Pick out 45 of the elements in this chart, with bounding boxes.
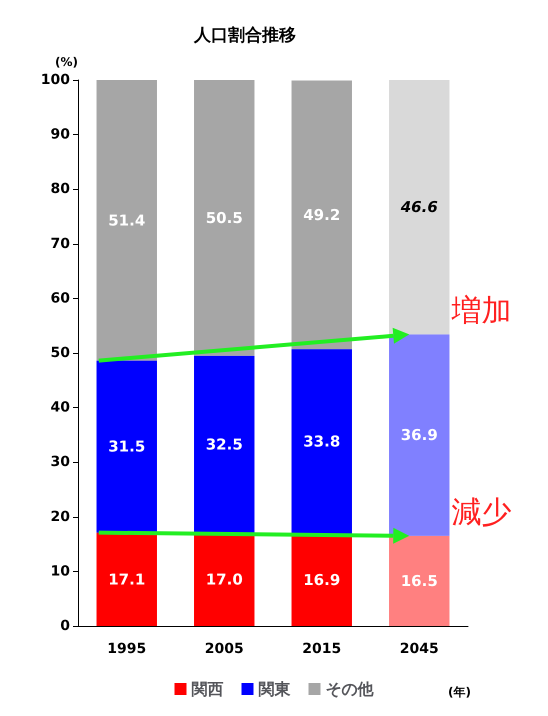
x-tick-label: 2045 [400,641,439,657]
x-tick-label: 2015 [302,641,342,657]
data-label: 36.9 [400,426,438,444]
y-tick-label: 50 [50,345,70,361]
data-label: 51.4 [108,211,146,230]
bar [96,360,157,533]
legend-label: 関西 [192,680,224,698]
data-label: 46.6 [400,198,438,216]
bar [194,80,254,356]
data-label: 31.5 [108,438,146,456]
data-label: 17.1 [108,570,146,588]
annotation: 減少 [451,494,512,530]
y-tick-label: 100 [40,72,70,88]
x-tick-label: 1995 [107,641,146,657]
x-axis-title: (年) [448,685,471,699]
y-tick-label: 70 [50,236,70,252]
y-tick-label: 20 [50,508,70,525]
y-axis-title: (%) [55,55,78,69]
data-label: 49.2 [303,206,340,224]
y-tick-label: 40 [50,400,70,416]
bar [389,536,450,626]
data-label: 16.5 [400,572,438,590]
bar [96,532,157,626]
data-label: 50.5 [206,208,243,227]
data-label: 33.8 [303,432,340,450]
y-tick-label: 60 [50,290,70,306]
y-tick-label: 80 [50,181,70,198]
legend-label: 関東 [258,680,292,698]
annotation: 増加 [450,293,512,328]
legend-label: その他 [326,680,374,698]
data-label: 32.5 [206,435,243,454]
bar [389,334,450,536]
bar [292,80,352,350]
bar [389,80,450,334]
data-label: 17.0 [206,570,243,589]
bar [292,349,352,534]
bar [194,356,254,534]
y-tick-label: 90 [50,126,70,143]
x-tick-label: 2005 [204,641,244,657]
chart-title: 人口割合推移 [193,26,296,46]
y-tick-label: 0 [60,618,70,634]
y-tick-label: 10 [50,563,70,580]
y-tick-label: 30 [50,454,70,470]
data-label: 16.9 [303,570,340,589]
bar [96,80,157,361]
